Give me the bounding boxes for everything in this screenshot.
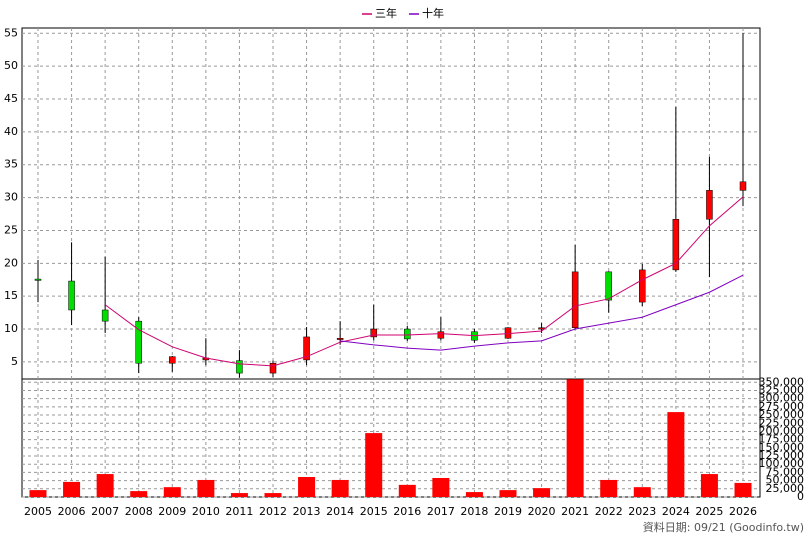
candle-body bbox=[336, 337, 344, 340]
volume-bar bbox=[499, 490, 517, 497]
y2-tick-label: 275,000 bbox=[759, 400, 805, 413]
x-tick-label: 2024 bbox=[662, 505, 690, 518]
x-tick-label: 2022 bbox=[595, 505, 623, 518]
candle-body bbox=[672, 219, 680, 271]
volume-bar bbox=[633, 487, 651, 497]
y2-tick-label: 250,000 bbox=[759, 408, 805, 421]
legend-label: 十年 bbox=[422, 6, 444, 20]
volume-bar bbox=[700, 474, 718, 497]
legend-label: 三年 bbox=[375, 6, 397, 20]
y-tick-label: 5 bbox=[11, 355, 18, 368]
y2-tick-label: 125,000 bbox=[759, 449, 805, 462]
volume-bar bbox=[163, 487, 181, 497]
y-tick-label: 45 bbox=[4, 92, 18, 105]
ma-line bbox=[104, 196, 744, 367]
volume-bar bbox=[566, 379, 584, 497]
candle-body bbox=[135, 320, 142, 364]
y2-tick-label: 175,000 bbox=[759, 433, 805, 446]
y-tick-label: 15 bbox=[4, 289, 18, 302]
y2-tick-label: 200,000 bbox=[759, 424, 805, 437]
plot-frame bbox=[21, 27, 761, 498]
candle-body bbox=[101, 309, 109, 322]
volume-bar bbox=[29, 490, 47, 497]
y2-tick-label: 350,000 bbox=[759, 375, 805, 388]
volume-bar bbox=[667, 412, 685, 497]
y-tick-label: 10 bbox=[4, 322, 18, 335]
y-tick-label: 50 bbox=[4, 59, 18, 72]
candle-body bbox=[639, 269, 646, 303]
candle-body bbox=[34, 278, 42, 281]
candle-body bbox=[605, 271, 612, 301]
volume-bar bbox=[197, 479, 215, 497]
x-tick-label: 2012 bbox=[259, 505, 287, 518]
y2-tick-label: 75,000 bbox=[766, 465, 805, 478]
volume-bar bbox=[734, 482, 752, 497]
candle-body bbox=[370, 328, 377, 338]
volume-bar bbox=[130, 491, 148, 497]
volume-bar bbox=[600, 479, 618, 497]
y2-tick-label: 25,000 bbox=[766, 482, 805, 495]
candle-body bbox=[269, 362, 277, 374]
y-tick-label: 20 bbox=[4, 256, 18, 269]
x-tick-label: 2005 bbox=[24, 505, 52, 518]
candle-body bbox=[404, 328, 411, 340]
volume-bar bbox=[264, 493, 282, 497]
x-tick-label: 2010 bbox=[192, 505, 220, 518]
candle-body bbox=[739, 181, 747, 191]
volume-bar bbox=[230, 493, 248, 497]
x-tick-label: 2008 bbox=[125, 505, 153, 518]
y2-tick-label: 150,000 bbox=[759, 441, 805, 454]
x-tick-label: 2009 bbox=[158, 505, 186, 518]
ma-line bbox=[340, 274, 744, 351]
x-tick-label: 2021 bbox=[561, 505, 589, 518]
y2-tick-label: 300,000 bbox=[759, 392, 805, 405]
y-tick-label: 35 bbox=[4, 158, 18, 171]
y-tick-label: 55 bbox=[4, 26, 18, 39]
candle-body bbox=[169, 356, 176, 364]
x-tick-label: 2007 bbox=[91, 505, 119, 518]
volume-bar bbox=[365, 433, 383, 497]
volume-bar bbox=[96, 474, 114, 497]
candle-body bbox=[437, 331, 445, 339]
x-tick-label: 2025 bbox=[695, 505, 723, 518]
volume-bar bbox=[331, 479, 349, 497]
x-tick-label: 2017 bbox=[427, 505, 455, 518]
volume-bar bbox=[398, 484, 416, 497]
volume-bar bbox=[298, 477, 316, 497]
y2-tick-label: 100,000 bbox=[759, 457, 805, 470]
x-tick-label: 2016 bbox=[393, 505, 421, 518]
x-tick-label: 2006 bbox=[58, 505, 86, 518]
x-tick-label: 2020 bbox=[528, 505, 556, 518]
volume-bar bbox=[533, 488, 551, 497]
y2-tick-label: 0 bbox=[797, 490, 804, 503]
y-tick-label: 30 bbox=[4, 191, 18, 204]
x-tick-label: 2019 bbox=[494, 505, 522, 518]
y-tick-label: 25 bbox=[4, 223, 18, 236]
volume-bar bbox=[432, 477, 450, 497]
x-tick-label: 2023 bbox=[628, 505, 656, 518]
y-tick-label: 40 bbox=[4, 125, 18, 138]
y2-tick-label: 325,000 bbox=[759, 383, 805, 396]
x-tick-label: 2015 bbox=[360, 505, 388, 518]
x-tick-label: 2014 bbox=[326, 505, 354, 518]
x-tick-label: 2013 bbox=[293, 505, 321, 518]
candle-body bbox=[303, 336, 310, 361]
volume-bar bbox=[465, 492, 483, 497]
candle-body bbox=[706, 190, 713, 220]
candle-body bbox=[236, 360, 243, 374]
candle-body bbox=[68, 280, 75, 311]
x-tick-label: 2011 bbox=[225, 505, 253, 518]
x-tick-label: 2018 bbox=[460, 505, 488, 518]
y2-tick-label: 225,000 bbox=[759, 416, 805, 429]
x-tick-label: 2026 bbox=[729, 505, 757, 518]
footer: 資料日期: 09/21 (Goodinfo.tw) bbox=[643, 520, 804, 534]
volume-bar bbox=[63, 481, 81, 497]
candle-body bbox=[571, 271, 579, 328]
y2-tick-label: 50,000 bbox=[766, 474, 805, 487]
